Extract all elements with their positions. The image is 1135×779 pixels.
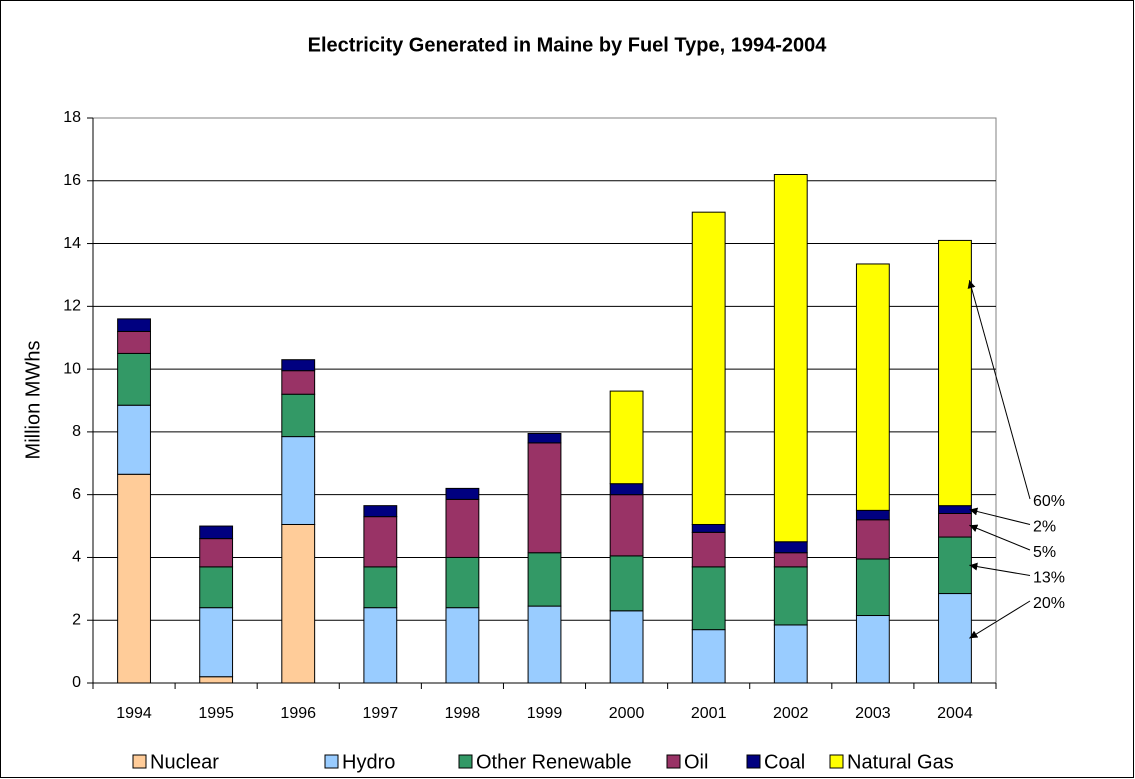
bar-segment [938,239,972,507]
annotation: 60% [1033,493,1065,510]
bar-segment [199,538,234,568]
y-tick-label: 18 [63,109,81,126]
legend-swatch [458,754,473,769]
y-tick-label: 14 [63,235,81,252]
y-tick-label: 12 [63,298,81,315]
bar-segment [609,610,644,684]
bar-segment [691,531,726,568]
bar-segment [117,318,151,332]
bar-segment [199,525,234,540]
bar-segment [691,629,726,684]
bar-segment [855,263,890,511]
legend-swatch [746,754,761,769]
bar-segment [363,607,398,684]
legend-label: Hydro [342,751,395,773]
bar-segment [199,676,234,684]
legend-label: Other Renewable [476,751,632,773]
bar-segment [117,404,151,475]
bar-segment [773,174,808,543]
bar-segment [691,523,726,533]
bar-segment [445,498,480,558]
annotation-arrow [969,562,1031,576]
bar-segment [527,442,562,554]
x-tick-label: 1997 [363,705,399,722]
bar-segment [609,494,644,557]
bar-segment [855,558,890,617]
x-tick-label: 2004 [937,705,973,722]
bar-segment [445,487,480,500]
bar-segment [281,523,316,684]
x-tick-label: 2001 [691,705,727,722]
y-tick-label: 4 [72,549,81,566]
bar-segment [773,624,808,684]
annotation: 13% [1033,570,1065,587]
x-tick-label: 1996 [280,705,316,722]
bar-segment [691,566,726,631]
legend-swatch [324,754,339,769]
bar-segment [117,330,151,354]
bar-segment [609,390,644,485]
bar-segment [445,607,480,684]
bar-segment [527,552,562,607]
x-tick-label: 2000 [609,705,645,722]
bar-segment [199,566,234,609]
y-tick-label: 8 [72,423,81,440]
bar-segment [117,473,151,684]
x-tick-label: 2003 [855,705,891,722]
bar-segment [363,516,398,568]
legend-label: Oil [684,751,708,773]
bar-segment [855,519,890,560]
bar-segment [363,566,398,609]
bar-segment [855,509,890,521]
x-tick-label: 2002 [773,705,809,722]
bar-segment [527,605,562,684]
y-tick-label: 2 [72,611,81,628]
bar-segment [855,615,890,684]
legend-label: Coal [764,751,805,773]
bar-segment [199,607,234,678]
y-tick-label: 6 [72,486,81,503]
annotation: 5% [1033,544,1056,561]
bar-segment [609,555,644,612]
legend-swatch [829,754,844,769]
bar-segment [281,393,316,438]
bar-segment [938,536,972,595]
y-tick-label: 16 [63,172,81,189]
bar-segment [363,505,398,518]
bar-segment [938,513,972,538]
legend-label: Natural Gas [847,751,954,773]
bar-segment [527,432,562,444]
x-tick-label: 1995 [198,705,234,722]
annotation-arrow [969,600,1031,639]
x-tick-label: 1998 [445,705,481,722]
annotation-arrow [969,507,1031,525]
bar-segment [609,483,644,496]
bar-segment [445,556,480,609]
annotation-arrow [967,280,1031,500]
legend-label: Nuclear [150,751,219,773]
y-tick-label: 10 [63,360,81,377]
bar-segment [773,541,808,554]
y-axis-label: Million MWhs [22,341,44,460]
bar-segment [281,436,316,525]
chart-title: Electricity Generated in Maine by Fuel T… [308,34,828,56]
annotation-arrow [969,524,1031,551]
bar-segment [938,505,972,514]
bar-segment [117,352,151,406]
bar-segment [691,211,726,525]
bar-segment [281,359,316,372]
bar-segment [281,370,316,395]
bar-segment [773,552,808,568]
bar-segment [938,593,972,684]
x-tick-label: 1994 [116,705,152,722]
annotation: 2% [1033,519,1056,536]
bar-segment [773,566,808,626]
y-tick-label: 0 [72,674,81,691]
legend-swatch [132,754,147,769]
x-tick-label: 1999 [527,705,563,722]
annotation: 20% [1033,595,1065,612]
legend-swatch [666,754,681,769]
